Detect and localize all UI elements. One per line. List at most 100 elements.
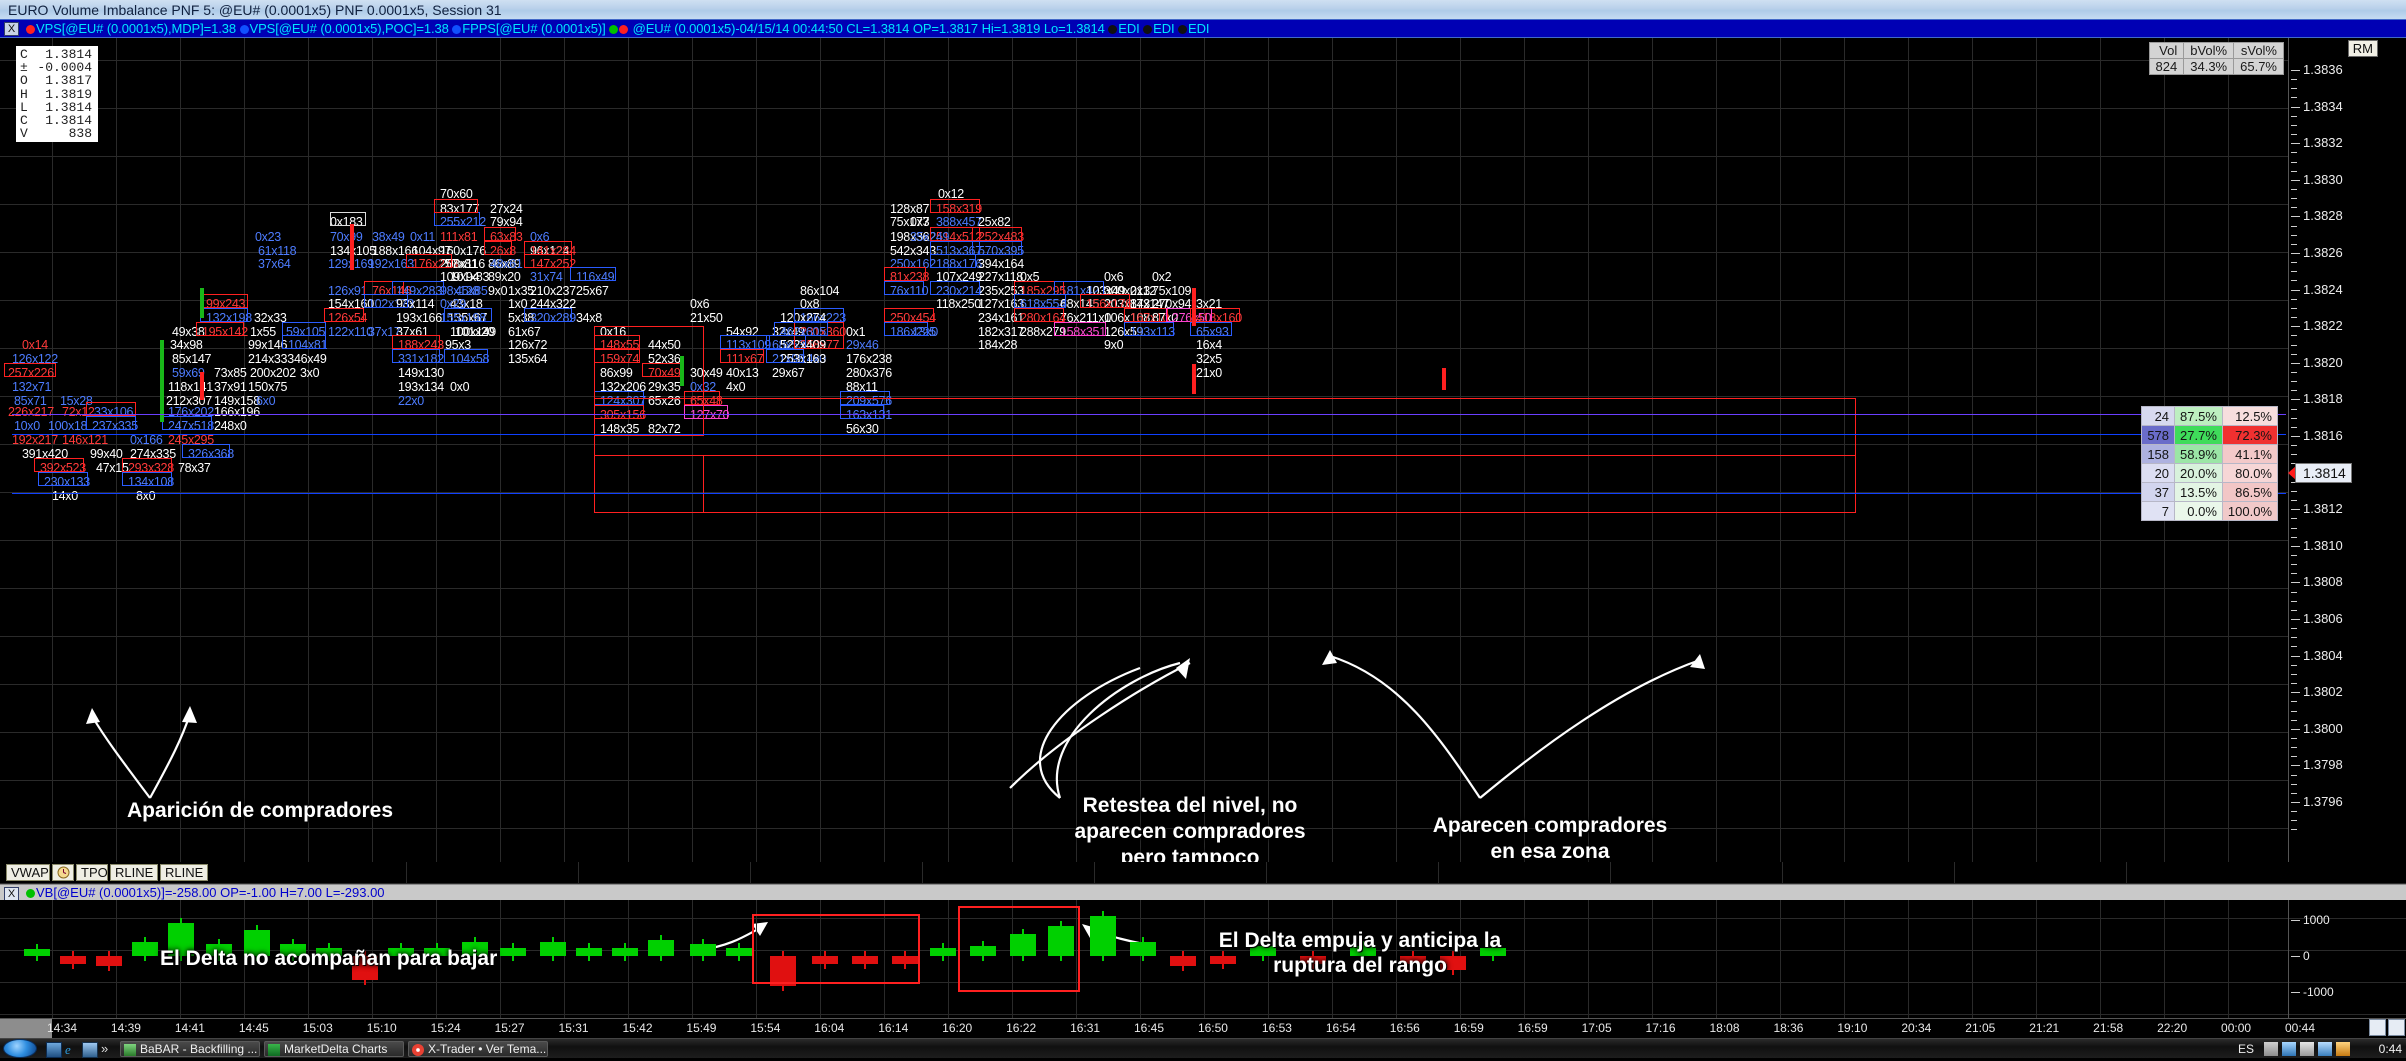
delta-candle-wick bbox=[1262, 941, 1264, 961]
footprint-cell: 0x1 bbox=[846, 325, 866, 339]
study-button-rline-3[interactable]: RLINE bbox=[110, 864, 158, 881]
footprint-cell: 49x38 bbox=[172, 325, 205, 339]
delta-candle-wick bbox=[1142, 937, 1144, 961]
taskbar-button-marketdelta[interactable]: MarketDelta Charts bbox=[264, 1041, 404, 1057]
price-minor-tick bbox=[2291, 317, 2297, 319]
footprint-cell: 209x576 bbox=[846, 394, 892, 408]
tray-monitor-icon[interactable] bbox=[2264, 1042, 2278, 1056]
internet-explorer-icon[interactable]: e bbox=[64, 1042, 78, 1057]
price-minor-tick bbox=[2291, 88, 2297, 90]
chart-annotation: Retestea del nivel, no aparecen comprador… bbox=[1074, 794, 1306, 862]
footprint-cell: 65x26 bbox=[648, 394, 681, 408]
price-tick-label: 1.3822 bbox=[2303, 318, 2343, 334]
footprint-cell: 120x274 bbox=[780, 311, 826, 325]
study-button-tpo-2[interactable]: TPO bbox=[76, 864, 108, 881]
quicklaunch-overflow[interactable]: » bbox=[101, 1041, 109, 1056]
price-minor-tick bbox=[2291, 646, 2297, 648]
delta-candle-wick bbox=[108, 951, 110, 971]
price-minor-tick bbox=[2291, 637, 2297, 639]
price-minor-tick bbox=[2291, 152, 2297, 154]
ladder-sell-pct: 41.1% bbox=[2221, 444, 2279, 464]
price-level-line bbox=[12, 493, 2286, 494]
gridline-v bbox=[1716, 38, 1717, 862]
tray-network-icon[interactable] bbox=[2282, 1042, 2296, 1056]
delta-tick-label: 1000 bbox=[2303, 913, 2330, 927]
tray-clock[interactable]: 0:44 bbox=[2378, 1042, 2402, 1056]
time-axis-label: 21:05 bbox=[1965, 1021, 1996, 1035]
delta-candle-wick bbox=[474, 937, 476, 961]
footprint-cell: 132x71 bbox=[12, 380, 52, 394]
time-axis-label: 17:16 bbox=[1645, 1021, 1676, 1035]
price-minor-tick bbox=[2291, 811, 2297, 813]
ohlc-row: C 1.3814 bbox=[20, 48, 92, 61]
delta-formula-bar: X VB[@EU# (0.0001x5)]=-258.00 OP=-1.00 H… bbox=[0, 884, 2406, 901]
start-button-icon[interactable] bbox=[3, 1039, 37, 1058]
footprint-cell: 230x214 bbox=[936, 284, 982, 298]
time-axis-label: 15:42 bbox=[622, 1021, 653, 1035]
footprint-cell: 274x335 bbox=[130, 447, 176, 461]
time-axis-label: 15:31 bbox=[558, 1021, 589, 1035]
footprint-cell: 522x409 bbox=[780, 338, 826, 352]
gridline-v bbox=[884, 38, 885, 862]
footprint-cell: 1x55 bbox=[250, 325, 276, 339]
price-tick-label: 1.3804 bbox=[2303, 647, 2343, 663]
delta-candle-wick bbox=[512, 943, 514, 961]
time-axis-label: 16:20 bbox=[942, 1021, 973, 1035]
time-axis-label: 14:41 bbox=[174, 1021, 205, 1035]
ohlc-value: 1.3819 bbox=[45, 86, 92, 102]
price-tick-label: 1.3828 bbox=[2303, 208, 2343, 224]
taskbar-button-marketdelta-label: MarketDelta Charts bbox=[284, 1042, 388, 1056]
gridline-v bbox=[1972, 38, 1973, 862]
tray-volume-icon[interactable] bbox=[2318, 1042, 2332, 1056]
price-minor-tick bbox=[2291, 564, 2297, 566]
price-axis[interactable]: 1.3836 1.3834 1.3832 1.3830 1.3828 1.3826 1.38… bbox=[2288, 38, 2406, 862]
price-minor-tick bbox=[2291, 591, 2297, 593]
time-axis-label: 15:49 bbox=[686, 1021, 717, 1035]
footprint-cell: 0x5 bbox=[1020, 270, 1040, 284]
rm-button[interactable]: RM bbox=[2347, 40, 2378, 57]
price-chart-pane[interactable]: 0x14 126x122 257x226 132x71 85x71 15x28 226x21… bbox=[0, 38, 2406, 862]
close-icon[interactable]: X bbox=[4, 22, 19, 36]
delta-candle-wick bbox=[782, 951, 784, 991]
footprint-cell: 72x12 bbox=[62, 405, 95, 419]
tray-language[interactable]: ES bbox=[2237, 1042, 2254, 1056]
footprint-cell: 21x0 bbox=[1196, 366, 1222, 380]
study-button-rline-4[interactable]: RLINE bbox=[160, 864, 208, 881]
taskbar-button-babar[interactable]: BaBAR - Backfilling ... bbox=[120, 1041, 260, 1057]
delta-chart-pane[interactable]: El Delta no acompañan para bajar El Delta… bbox=[0, 900, 2406, 1018]
delta-formula-text: VB[@EU# (0.0001x5)]=-258.00 OP=-1.00 H=7… bbox=[26, 885, 385, 900]
media-icon[interactable] bbox=[82, 1042, 98, 1058]
zoom-in-button[interactable] bbox=[2388, 1019, 2405, 1036]
footprint-cell: 25x67 bbox=[576, 284, 609, 298]
tray-action-center-icon[interactable] bbox=[2336, 1042, 2350, 1056]
delta-candle-wick bbox=[904, 951, 906, 969]
taskbar-button-xtrader[interactable]: X-Trader • Ver Tema... bbox=[408, 1041, 548, 1057]
footprint-cell: 195x142 bbox=[202, 325, 248, 339]
ohlc-readout: C 1.3814 ± -0.0004 O 1.3817 H 1.3819 L 1.3814 C 1.3… bbox=[16, 46, 98, 143]
tray-battery-icon[interactable] bbox=[2300, 1042, 2314, 1056]
price-tick bbox=[2291, 143, 2300, 145]
gridline-v bbox=[436, 38, 437, 862]
price-tick bbox=[2291, 106, 2300, 108]
chart-annotation: Aparición de compradores bbox=[126, 799, 394, 822]
footprint-cell: 245x295 bbox=[168, 433, 214, 447]
footprint-cell: 35x249 bbox=[910, 230, 950, 244]
show-desktop-icon[interactable] bbox=[46, 1042, 62, 1058]
footprint-cell: 128x87 bbox=[890, 202, 930, 216]
clock-icon[interactable] bbox=[52, 864, 74, 881]
delta-gridline-h bbox=[0, 1014, 2406, 1015]
delta-close-icon[interactable]: X bbox=[4, 887, 19, 901]
footprint-cell: 104x58 bbox=[450, 352, 490, 366]
price-minor-tick bbox=[2291, 500, 2297, 502]
gridline-h bbox=[0, 828, 2406, 829]
footprint-cell: 111x81 bbox=[440, 230, 478, 244]
price-minor-tick bbox=[2291, 79, 2297, 81]
gridline-v bbox=[1844, 38, 1845, 862]
study-button-vwap-0[interactable]: VWAP bbox=[6, 864, 50, 881]
footprint-cell: 158x319 bbox=[936, 202, 982, 216]
time-axis-label: 22:20 bbox=[2157, 1021, 2188, 1035]
price-tick bbox=[2291, 655, 2300, 657]
time-axis-label: 16:14 bbox=[878, 1021, 909, 1035]
delta-tick-label: 0 bbox=[2303, 949, 2310, 963]
refresh-button[interactable] bbox=[2369, 1019, 2386, 1036]
